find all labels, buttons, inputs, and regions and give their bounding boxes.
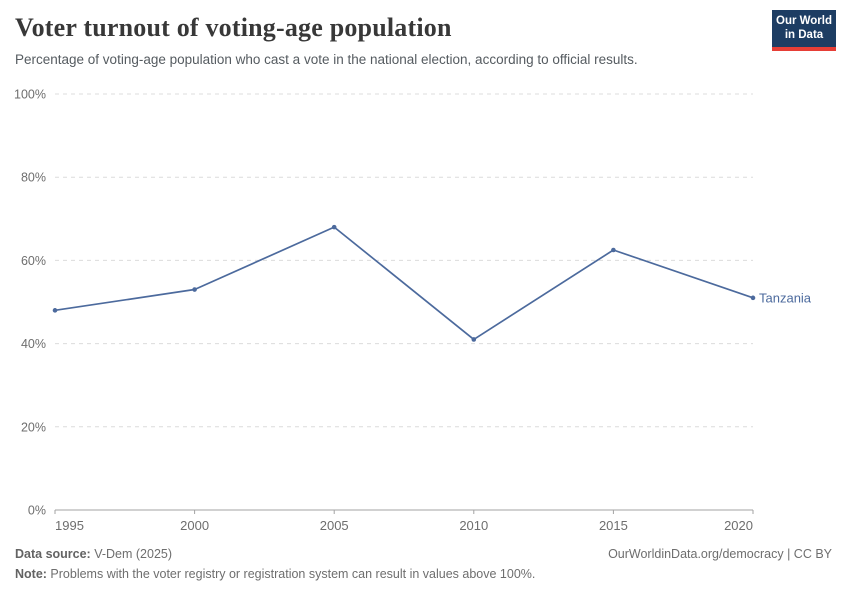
y-tick-label-20: 20% bbox=[21, 420, 46, 434]
y-tick-label-100: 100% bbox=[14, 88, 46, 102]
x-tick-label-2020: 2020 bbox=[724, 518, 753, 533]
data-point-tanzania-2005[interactable] bbox=[331, 224, 337, 230]
chart-subtitle: Percentage of voting-age population who … bbox=[15, 51, 638, 67]
owid-logo[interactable]: Our World in Data bbox=[772, 10, 836, 51]
series-end-label-tanzania[interactable]: Tanzania bbox=[759, 290, 812, 305]
owid-logo-line1: Our World bbox=[776, 15, 833, 27]
data-point-tanzania-2020[interactable] bbox=[750, 295, 756, 301]
x-tick-label-1995: 1995 bbox=[55, 518, 84, 533]
note-value: Problems with the voter registry or regi… bbox=[46, 567, 536, 581]
data-point-tanzania-2010[interactable] bbox=[471, 337, 477, 342]
y-tick-label-60: 60% bbox=[21, 254, 46, 268]
footer-note: Note: Problems with the voter registry o… bbox=[15, 567, 832, 581]
data-source-label: Data source: bbox=[15, 547, 91, 561]
x-tick-label-2000: 2000 bbox=[180, 518, 209, 533]
data-point-tanzania-2000[interactable] bbox=[192, 287, 197, 292]
rights-text: OurWorldinData.org/democracy | CC BY bbox=[608, 547, 832, 561]
x-tick-label-2015: 2015 bbox=[599, 518, 628, 533]
series-line-tanzania[interactable] bbox=[54, 226, 754, 341]
data-source-value: V-Dem (2025) bbox=[90, 547, 173, 561]
y-tick-label-80: 80% bbox=[21, 171, 46, 185]
y-tick-label-40: 40% bbox=[21, 337, 46, 351]
line-chart: 0% 20% 40% 60% 80% 100% 1995 2000 2005 2010 2015 20… bbox=[14, 88, 812, 534]
data-source-text: Data source: V-Dem (2025) bbox=[15, 547, 172, 561]
owid-logo-line2: in Data bbox=[784, 28, 824, 41]
y-tick-label-0: 0% bbox=[28, 504, 46, 518]
x-tick-label-2005: 2005 bbox=[320, 518, 349, 533]
data-point-tanzania-2015[interactable] bbox=[611, 247, 616, 253]
chart-header: Voter turnout of voting-age population P… bbox=[15, 13, 755, 68]
chart-footer: Data source: V-Dem (2025) OurWorldinData… bbox=[15, 547, 832, 581]
note-label: Note: bbox=[15, 567, 47, 581]
chart-title: Voter turnout of voting-age population bbox=[15, 13, 452, 42]
data-point-tanzania-1995[interactable] bbox=[52, 308, 58, 313]
x-tick-label-2010: 2010 bbox=[459, 518, 488, 533]
footer-row-source: Data source: V-Dem (2025) OurWorldinData… bbox=[15, 547, 832, 561]
